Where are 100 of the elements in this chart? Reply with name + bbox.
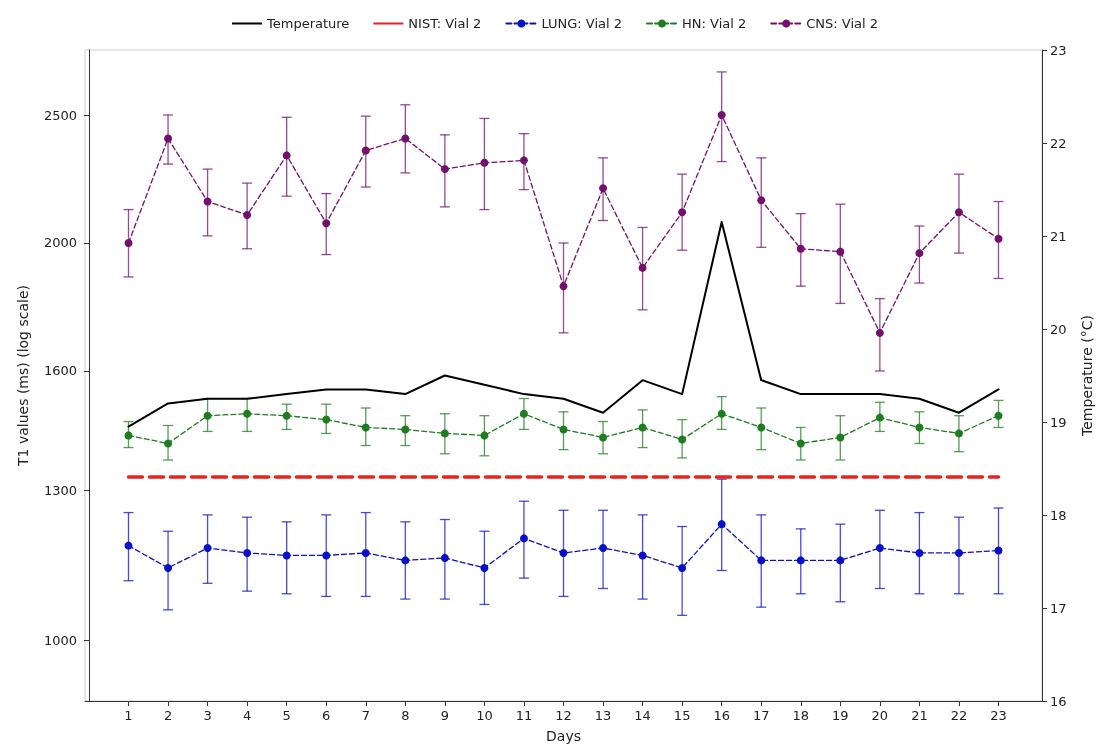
y2-tick-label: 22 xyxy=(1050,135,1067,151)
x-tick-label: 3 xyxy=(203,708,212,723)
point xyxy=(124,239,133,247)
point xyxy=(519,156,528,165)
legend-label: LUNG: Vial 2 xyxy=(541,16,623,31)
point xyxy=(480,158,489,167)
point xyxy=(796,556,805,565)
point xyxy=(440,165,449,174)
y2-tick-label: 17 xyxy=(1050,600,1067,616)
point xyxy=(954,429,963,438)
y2-tick-label: 16 xyxy=(1050,693,1067,709)
point xyxy=(440,553,449,562)
point xyxy=(401,425,410,434)
point xyxy=(599,433,608,442)
x-tick-label: 19 xyxy=(832,708,849,723)
x-tick-label: 5 xyxy=(282,708,291,723)
point xyxy=(243,211,252,220)
point xyxy=(599,184,608,193)
point xyxy=(322,415,331,424)
point xyxy=(836,247,845,256)
point xyxy=(796,439,805,448)
line-series xyxy=(127,221,1000,428)
point xyxy=(282,411,291,420)
x-tick-label: 21 xyxy=(911,708,928,723)
point xyxy=(203,411,212,420)
point xyxy=(361,146,370,155)
x-tick-label: 17 xyxy=(752,708,770,723)
legend-label: HN: Vial 2 xyxy=(682,16,747,31)
point xyxy=(836,556,845,565)
point xyxy=(757,556,766,565)
point xyxy=(519,409,528,418)
x-tick-label: 22 xyxy=(950,708,968,723)
x-tick-label: 15 xyxy=(673,708,691,723)
point xyxy=(361,548,370,557)
y2-tick-label: 23 xyxy=(1050,42,1067,58)
point xyxy=(599,544,608,553)
x-tick-label: 23 xyxy=(990,708,1007,723)
point xyxy=(322,219,331,228)
x-tick-label: 1 xyxy=(124,708,133,723)
point xyxy=(282,151,291,160)
legend-label: Temperature xyxy=(266,16,350,31)
x-tick-label: 6 xyxy=(322,708,331,723)
y2-tick-label: 20 xyxy=(1050,321,1067,337)
point xyxy=(757,423,766,432)
x-tick-label: 8 xyxy=(401,708,410,723)
legend-label: NIST: Vial 2 xyxy=(408,16,482,31)
point xyxy=(559,425,568,434)
point xyxy=(678,435,687,444)
point xyxy=(954,208,963,217)
y-axis-title: T1 values (ms) (log scale) xyxy=(15,285,31,467)
point xyxy=(717,520,726,529)
point xyxy=(915,548,924,557)
y-tick-label: 1000 xyxy=(43,633,77,649)
point xyxy=(203,197,212,206)
point xyxy=(836,433,845,442)
y2-tick-label: 18 xyxy=(1050,507,1067,523)
point xyxy=(124,431,133,440)
x-tick-label: 7 xyxy=(361,708,370,723)
point xyxy=(401,556,410,565)
x-axis-title: Days xyxy=(546,728,581,744)
point xyxy=(282,551,291,560)
point xyxy=(875,328,884,337)
x-tick-label: 18 xyxy=(792,708,810,723)
point xyxy=(915,249,924,258)
point xyxy=(875,413,884,422)
point xyxy=(994,546,1003,555)
x-tick-label: 9 xyxy=(440,708,449,723)
point xyxy=(559,282,568,291)
x-tick-label: 4 xyxy=(243,708,252,723)
point xyxy=(164,439,173,448)
point xyxy=(915,423,924,432)
point xyxy=(678,208,687,217)
point xyxy=(243,548,252,557)
point xyxy=(954,548,963,557)
x-tick-label: 13 xyxy=(594,708,612,723)
point xyxy=(638,551,647,560)
y2-tick-label: 21 xyxy=(1050,228,1067,244)
point xyxy=(203,544,212,553)
y-tick-label: 1300 xyxy=(43,482,77,498)
point xyxy=(480,563,489,572)
y2-axis-title: Temperature (°C) xyxy=(1079,315,1095,437)
point xyxy=(638,423,647,432)
point xyxy=(322,551,331,560)
point xyxy=(717,409,726,418)
x-tick-label: 10 xyxy=(476,708,493,723)
point xyxy=(717,111,726,119)
point xyxy=(638,263,647,272)
y-tick-label: 2500 xyxy=(43,107,77,123)
x-tick-label: 11 xyxy=(515,708,533,723)
y-tick-label: 1600 xyxy=(43,363,77,379)
point xyxy=(440,429,449,438)
point xyxy=(559,548,568,557)
point xyxy=(994,234,1003,243)
legend-label: CNS: Vial 2 xyxy=(806,16,879,31)
point xyxy=(164,563,173,572)
x-tick-label: 16 xyxy=(713,708,730,723)
x-tick-label: 12 xyxy=(555,708,572,723)
point xyxy=(796,244,805,253)
x-tick-label: 14 xyxy=(634,708,651,723)
point xyxy=(519,534,528,543)
